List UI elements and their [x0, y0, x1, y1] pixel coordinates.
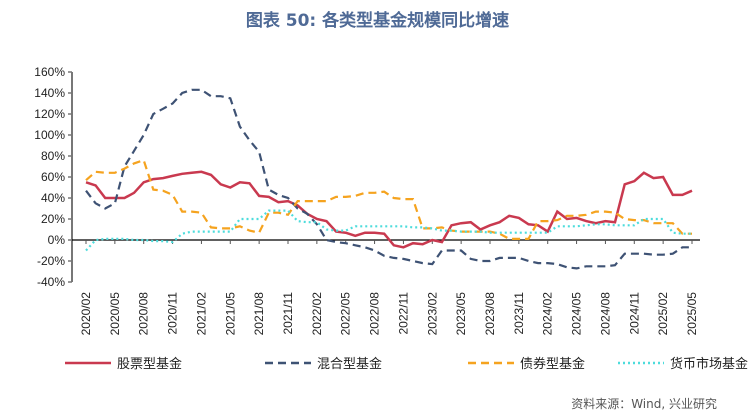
legend-label: 债券型基金 [520, 356, 585, 372]
x-tick-label: 2022/08 [368, 292, 382, 336]
x-tick-label: 2021/05 [223, 292, 237, 336]
y-tick-label: 40% [41, 191, 65, 205]
source-note: 资料来源：Wind, 兴业研究 [571, 397, 717, 411]
x-tick-label: 2020/02 [79, 292, 93, 336]
legend-label: 货币市场基金 [670, 356, 748, 372]
series-line-1 [85, 170, 693, 249]
y-tick-label: 80% [41, 149, 65, 163]
y-tick-label: -40% [37, 275, 65, 289]
y-tick-label: 20% [41, 212, 65, 226]
x-tick-label: 2022/05 [339, 292, 353, 336]
chart-title: 图表 50: 各类型基金规模同比增速 [245, 11, 510, 31]
x-tick-label: 2023/11 [512, 292, 526, 335]
legend-label: 股票型基金 [117, 356, 182, 372]
x-tick-label: 2020/11 [166, 292, 180, 335]
x-tick-label: 2024/05 [570, 292, 584, 336]
legend-label: 混合型基金 [317, 356, 382, 372]
x-tick-label: 2023/02 [425, 292, 439, 336]
x-tick-label: 2020/08 [137, 292, 151, 336]
y-tick-label: 140% [34, 86, 65, 100]
x-tick-label: 2025/02 [656, 292, 670, 336]
x-tick-label: 2022/02 [310, 292, 324, 336]
x-tick-label: 2025/05 [685, 292, 699, 336]
y-tick-label: 0% [48, 233, 66, 247]
series-line-3 [85, 158, 692, 240]
y-tick-label: 60% [41, 170, 65, 184]
y-tick-label: 100% [34, 128, 65, 142]
x-tick-label: 2021/08 [252, 292, 266, 336]
x-tick-label: 2023/08 [483, 292, 497, 336]
x-tick-label: 2021/11 [281, 292, 295, 335]
x-tick-label: 2024/08 [598, 292, 612, 336]
x-tick-label: 2021/02 [194, 292, 208, 336]
y-tick-label: 160% [34, 65, 65, 79]
series-line-2 [85, 88, 692, 270]
x-tick-label: 2020/05 [108, 292, 122, 336]
y-tick-label: 120% [34, 107, 65, 121]
x-tick-label: 2022/11 [396, 292, 410, 335]
x-tick-label: 2023/05 [454, 292, 468, 336]
x-tick-label: 2024/02 [541, 292, 555, 336]
x-tick-label: 2024/11 [627, 292, 641, 335]
series-line-4 [85, 209, 692, 252]
y-tick-label: -20% [37, 254, 65, 268]
